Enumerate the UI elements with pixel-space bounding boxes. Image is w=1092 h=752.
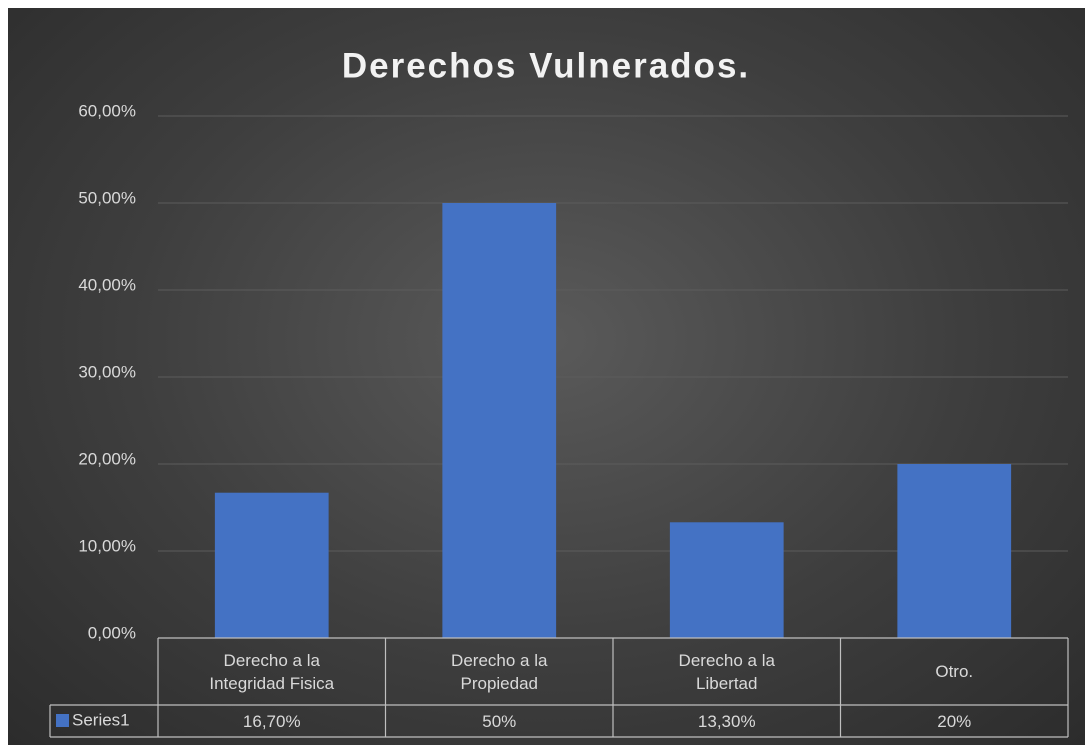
bar	[442, 203, 557, 638]
bar	[669, 522, 784, 638]
y-tick-label: 40,00%	[78, 275, 136, 294]
y-tick-label: 10,00%	[78, 536, 136, 555]
data-table-value: 16,70%	[242, 711, 301, 731]
x-tick-label: Derecho a la Propiedad	[451, 650, 548, 693]
chart-title: Derechos Vulnerados.	[342, 46, 750, 85]
x-tick-label: Derecho a la Libertad	[678, 650, 775, 693]
y-tick-label: 0,00%	[88, 623, 136, 642]
x-tick-label: Derecho a la Integridad Fisica	[209, 650, 335, 693]
x-tick-label: Otro.	[935, 662, 974, 681]
y-tick-label: 50,00%	[78, 188, 136, 207]
y-tick-label: 20,00%	[78, 449, 136, 468]
legend-swatch	[56, 714, 69, 727]
bar	[897, 464, 1012, 638]
y-tick-label: 30,00%	[78, 362, 136, 381]
bar	[214, 492, 329, 638]
data-table-value: 20%	[937, 711, 972, 731]
data-table-value: 13,30%	[697, 711, 756, 731]
data-table-value: 50%	[482, 711, 517, 731]
legend-label: Series1	[72, 710, 130, 729]
y-tick-label: 60,00%	[78, 101, 136, 120]
